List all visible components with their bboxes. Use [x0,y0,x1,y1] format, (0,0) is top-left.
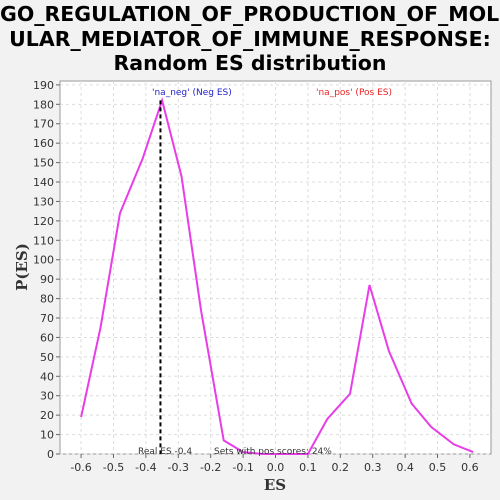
pos-scores-label: Sets with pos scores: 24% [214,447,332,457]
neg-es-label: 'na_neg' (Neg ES) [152,88,232,98]
y-tick-label: 190 [33,79,54,92]
y-tick-label: 90 [40,273,54,286]
x-tick-label: 0.6 [461,461,479,474]
real-es-label: Real ES -0.4 [138,447,192,457]
y-tick-label: 120 [33,215,54,228]
chart-title-line-3: Random ES distribution [113,51,387,75]
y-tick-label: 80 [40,293,54,306]
y-tick-label: 110 [33,234,54,247]
x-tick-label: 0.5 [429,461,447,474]
x-tick-label: -0.4 [135,461,156,474]
y-axis-ticks: 0 10 20 30 40 50 60 70 80 90 100 110 120 130 140 150 160… [33,79,60,461]
series-line [80,96,474,455]
y-tick-label: 20 [40,409,54,422]
y-tick-label: 70 [40,312,54,325]
x-tick-label: 0.1 [299,461,317,474]
chart-title-line-1: GO_REGULATION_OF_PRODUCTION_OF_MOLEC [0,2,500,26]
x-tick-label: -0.6 [70,461,91,474]
x-tick-label: 0.3 [364,461,382,474]
x-tick-label: -0.5 [103,461,124,474]
x-tick-label: 0.4 [396,461,414,474]
y-axis-label: P(ES) [13,243,31,291]
y-tick-label: 170 [33,118,54,131]
x-tick-label: 0.2 [332,461,350,474]
y-tick-label: 130 [33,195,54,208]
x-tick-label: -0.3 [168,461,189,474]
x-tick-label: 0.0 [267,461,285,474]
x-axis-label: ES [264,476,286,494]
y-tick-label: 140 [33,176,54,189]
y-tick-label: 60 [40,331,54,344]
y-tick-label: 0 [47,448,54,461]
y-tick-label: 50 [40,351,54,364]
chart-title-line-2: ULAR_MEDIATOR_OF_IMMUNE_RESPONSE: [9,26,491,51]
y-tick-label: 30 [40,390,54,403]
x-tick-label: -0.1 [232,461,253,474]
pos-es-label: 'na_pos' (Pos ES) [316,88,392,98]
chart-title: GO_REGULATION_OF_PRODUCTION_OF_MOLEC ULA… [0,2,500,76]
y-tick-label: 150 [33,157,54,170]
grid-lines [60,81,491,455]
y-tick-label: 40 [40,370,54,383]
y-tick-label: 10 [40,429,54,442]
y-tick-label: 100 [33,254,54,267]
y-tick-label: 160 [33,137,54,150]
x-axis-ticks: -0.6 -0.5 -0.4 -0.3 -0.2 -0.1 0.0 0.1 0.2 0.3 0.4 0… [70,454,479,474]
x-tick-label: -0.2 [200,461,221,474]
y-tick-label: 180 [33,98,54,111]
